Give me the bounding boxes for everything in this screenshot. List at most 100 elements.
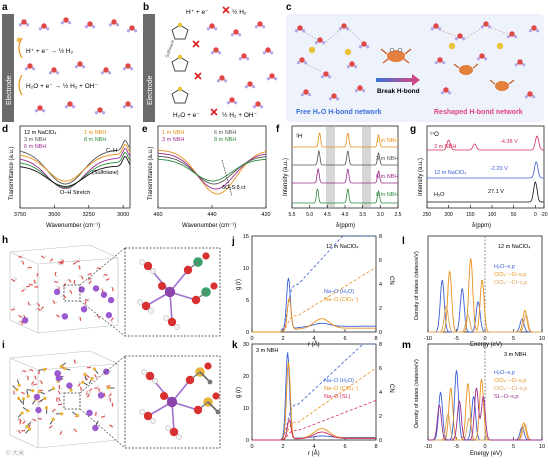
water-h-stick-12	[66, 279, 68, 281]
h-atom-1a	[139, 409, 144, 414]
anion-o2-0	[202, 252, 209, 259]
legend-f-3: 8 m NBH	[376, 192, 398, 198]
xtick-label-3: 6	[343, 336, 346, 342]
sl-sulfur-15	[60, 365, 63, 368]
legend-d-1: 3 m NBH	[24, 137, 46, 143]
xtick-label-g-6: -20	[540, 212, 547, 218]
water-stick-0	[63, 295, 66, 298]
sl-sulfur-25	[43, 397, 46, 400]
water-c-left-3-h2	[366, 45, 369, 48]
sulfolane-layer-b	[172, 21, 277, 108]
rdf-curve-0	[252, 352, 376, 440]
xtick-label-0: -10	[424, 444, 432, 450]
water-a-5-h1	[127, 29, 130, 32]
water-stick-51	[41, 256, 44, 258]
cn-curve-0	[252, 344, 376, 440]
plot-frame-k	[252, 344, 376, 440]
na-ion-8	[35, 407, 41, 413]
legend-e-1: 3 m NBH	[162, 137, 184, 143]
xtick-label-d-3: 3000	[117, 212, 129, 218]
panel-e: e Transmittance (a.u.) Wavenumber (cm⁻¹)…	[142, 124, 271, 229]
legend-e-2: 6 m NBH	[214, 130, 236, 136]
sulfur-2	[178, 87, 182, 91]
ylabel-m: Density of states (states/eV)	[414, 359, 420, 428]
xtick-label-d-2: 3250	[83, 212, 95, 218]
water-c-left-1-oxygen	[317, 37, 322, 42]
water-c-left-1-h2	[322, 41, 325, 44]
xtick-label-e-1: 440	[207, 212, 216, 218]
water-c-right-9-h2	[532, 95, 535, 98]
water-b-2-oxygen	[257, 21, 262, 26]
water-h-stick-8	[49, 428, 51, 430]
sl-sulfur-6	[31, 389, 34, 392]
water-c-right-8-oxygen	[443, 87, 448, 92]
water-c-right-1-oxygen	[457, 33, 462, 38]
na-ion-7	[98, 392, 104, 398]
water-c-left-5-h2	[328, 75, 331, 78]
ytick-label-1: 5	[246, 298, 249, 304]
panel-letter-d: d	[2, 124, 8, 135]
water-a-7-oxygen	[51, 67, 56, 72]
water-c-right-3-h2	[514, 35, 517, 38]
water-h-stick-31	[22, 371, 23, 374]
water-a-14-oxygen	[125, 101, 130, 106]
sl-sulfur-21	[20, 411, 23, 414]
na-ion-5	[101, 292, 107, 298]
anion-o2-1	[210, 282, 217, 289]
water-c-right-8-h2	[448, 91, 451, 94]
xtick-label-2: 4	[312, 444, 315, 450]
water-c-left-2-h1	[339, 27, 342, 30]
water-a-12-h1	[65, 105, 68, 108]
water-c-left-5-h1	[321, 75, 324, 78]
shaded-region-f1	[326, 127, 335, 207]
water-c-right-0-h2	[438, 27, 441, 30]
sl-sulfur-0	[26, 409, 29, 412]
legend-f-1: 3 m NBH	[376, 156, 398, 162]
water-a-10-h2	[130, 67, 133, 70]
water-a-14-h2	[130, 105, 133, 108]
water-a-6-h2	[32, 67, 35, 70]
eq-water-b: H₂O + e⁻	[173, 112, 200, 119]
legend-j-0: Na–O (H₂O)	[324, 289, 354, 295]
h-atom-2b	[176, 434, 181, 439]
h-atom-1b	[150, 418, 155, 423]
water-c-left-4-h2	[304, 61, 307, 64]
sl-sulfur-10	[83, 373, 86, 376]
water-a-13-h2	[102, 111, 105, 114]
water-c-left-7-h2	[308, 93, 311, 96]
xtick-label-4: 8	[374, 444, 377, 450]
water-o-2	[168, 318, 176, 326]
ir-curve-e-0	[158, 150, 266, 194]
water-a-12-h2	[72, 105, 75, 108]
h-atom-0a	[139, 259, 144, 264]
h-atom-0b	[152, 378, 157, 383]
ylabel-e: Transmittance (a.u.)	[148, 147, 154, 200]
water-c-left-8-h2	[336, 97, 339, 100]
water-h-stick-6	[107, 397, 110, 398]
annotation-e: δO₂S:δ.ct	[222, 185, 246, 191]
y2tick-label-3: 6	[379, 258, 382, 264]
water-h-stick-23	[35, 308, 37, 310]
water-c-left-6-oxygen	[349, 61, 354, 66]
water-h-stick-50	[20, 261, 23, 262]
water-h-stick-27	[23, 419, 25, 421]
na-ion-3	[54, 289, 60, 295]
water-c-left-4-h1	[297, 61, 300, 64]
water-c-left-5-oxygen	[323, 71, 328, 76]
water-h-stick-7	[19, 322, 20, 325]
water-b-3-h2	[218, 51, 221, 54]
xtick-label-g-4: 50	[511, 212, 517, 218]
xtick-label-2: 4	[312, 336, 315, 342]
legend-l-2: ClO₄⁻–Cl–s,p	[494, 280, 527, 286]
h-atom-2a	[163, 315, 168, 320]
water-h-stick-51	[44, 256, 46, 258]
water-h-stick-53	[110, 391, 112, 393]
water-h-stick-26	[60, 393, 63, 395]
xlabel-d: Wavenumber (cm⁻¹)	[46, 223, 100, 229]
xtick-label-f-6: 2.5	[395, 212, 402, 218]
water-h-stick-1	[104, 413, 105, 416]
